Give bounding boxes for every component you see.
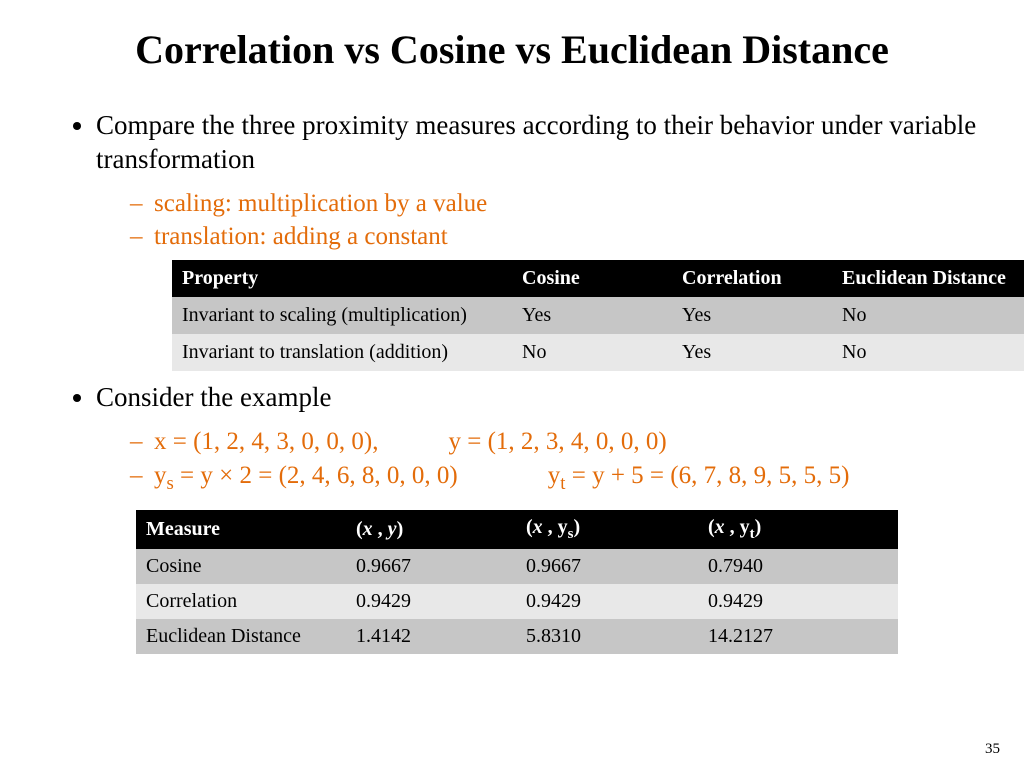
col-xyt: (x , yt) xyxy=(698,510,898,549)
bullet-2: Consider the example x = (1, 2, 4, 3, 0,… xyxy=(96,381,984,496)
col-xy: (x , y) xyxy=(346,510,516,549)
cell: Invariant to scaling (multiplication) xyxy=(172,297,512,334)
slide: Correlation vs Cosine vs Euclidean Dista… xyxy=(0,0,1024,768)
bullet-list: Compare the three proximity measures acc… xyxy=(96,109,984,496)
cell: No xyxy=(832,334,1024,371)
cell: 0.9429 xyxy=(516,584,698,619)
cell: 1.4142 xyxy=(346,619,516,654)
col-measure: Measure xyxy=(136,510,346,549)
properties-table: Property Cosine Correlation Euclidean Di… xyxy=(172,260,1024,371)
cell: Yes xyxy=(672,334,832,371)
slide-title: Correlation vs Cosine vs Euclidean Dista… xyxy=(40,26,984,73)
table-row: Cosine 0.9667 0.9667 0.7940 xyxy=(136,549,898,584)
col-euclidean: Euclidean Distance xyxy=(832,260,1024,297)
cell: Euclidean Distance xyxy=(136,619,346,654)
sub-vectors-xy: x = (1, 2, 4, 3, 0, 0, 0), y = (1, 2, 3, … xyxy=(130,425,984,459)
y-def: y = (1, 2, 3, 4, 0, 0, 0) xyxy=(449,428,667,455)
cell: Invariant to translation (addition) xyxy=(172,334,512,371)
cell: No xyxy=(832,297,1024,334)
page-number: 35 xyxy=(985,741,1000,758)
bullet-1-text: Compare the three proximity measures acc… xyxy=(96,110,976,174)
cell: 0.9667 xyxy=(516,549,698,584)
yt-def: yt = y + 5 = (6, 7, 8, 9, 5, 5, 5) xyxy=(548,462,850,489)
cell: Yes xyxy=(672,297,832,334)
col-property: Property xyxy=(172,260,512,297)
table-row: Correlation 0.9429 0.9429 0.9429 xyxy=(136,584,898,619)
table-row: Invariant to scaling (multiplication) Ye… xyxy=(172,297,1024,334)
cell: 0.9429 xyxy=(698,584,898,619)
measures-table: Measure (x , y) (x , ys) (x , yt) Cosine… xyxy=(136,510,898,654)
bullet-2-text: Consider the example xyxy=(96,382,331,412)
sub-scaling: scaling: multiplication by a value xyxy=(130,187,984,221)
cell: 14.2127 xyxy=(698,619,898,654)
x-def: x = (1, 2, 4, 3, 0, 0, 0), xyxy=(154,428,379,455)
col-cosine: Cosine xyxy=(512,260,672,297)
table-header-row: Property Cosine Correlation Euclidean Di… xyxy=(172,260,1024,297)
table-row: Euclidean Distance 1.4142 5.8310 14.2127 xyxy=(136,619,898,654)
cell: Cosine xyxy=(136,549,346,584)
table-header-row: Measure (x , y) (x , ys) (x , yt) xyxy=(136,510,898,549)
cell: 5.8310 xyxy=(516,619,698,654)
sub-translation: translation: adding a constant xyxy=(130,220,984,254)
cell: 0.9429 xyxy=(346,584,516,619)
table-row: Invariant to translation (addition) No Y… xyxy=(172,334,1024,371)
col-xys: (x , ys) xyxy=(516,510,698,549)
sub-vectors-ys-yt: ys = y × 2 = (2, 4, 6, 8, 0, 0, 0) yt = y… xyxy=(130,459,984,496)
bullet-1-sublist: scaling: multiplication by a value trans… xyxy=(130,187,984,255)
bullet-1: Compare the three proximity measures acc… xyxy=(96,109,984,371)
cell: Yes xyxy=(512,297,672,334)
ys-def: ys = y × 2 = (2, 4, 6, 8, 0, 0, 0) xyxy=(154,462,458,489)
col-correlation: Correlation xyxy=(672,260,832,297)
bullet-2-sublist: x = (1, 2, 4, 3, 0, 0, 0), y = (1, 2, 3, … xyxy=(130,425,984,496)
cell: No xyxy=(512,334,672,371)
cell: 0.7940 xyxy=(698,549,898,584)
cell: Correlation xyxy=(136,584,346,619)
cell: 0.9667 xyxy=(346,549,516,584)
